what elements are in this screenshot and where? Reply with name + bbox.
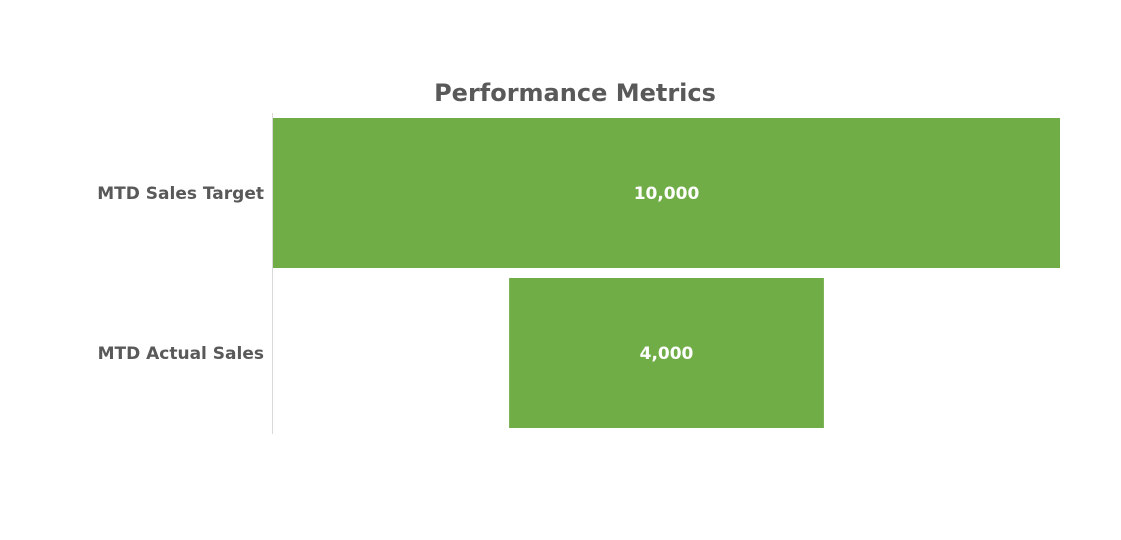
- category-label-1: MTD Actual Sales: [98, 344, 264, 364]
- data-label-1: 4,000: [640, 344, 694, 364]
- bar-0: [273, 118, 1060, 268]
- category-label-0: MTD Sales Target: [97, 184, 264, 204]
- bar-1: [509, 278, 824, 428]
- data-label-0: 10,000: [634, 184, 700, 204]
- bars-layer: 10,000 MTD Sales Target 4,000 MTD Actual Sa…: [97, 118, 1060, 428]
- chart-title: Performance Metrics: [434, 79, 716, 107]
